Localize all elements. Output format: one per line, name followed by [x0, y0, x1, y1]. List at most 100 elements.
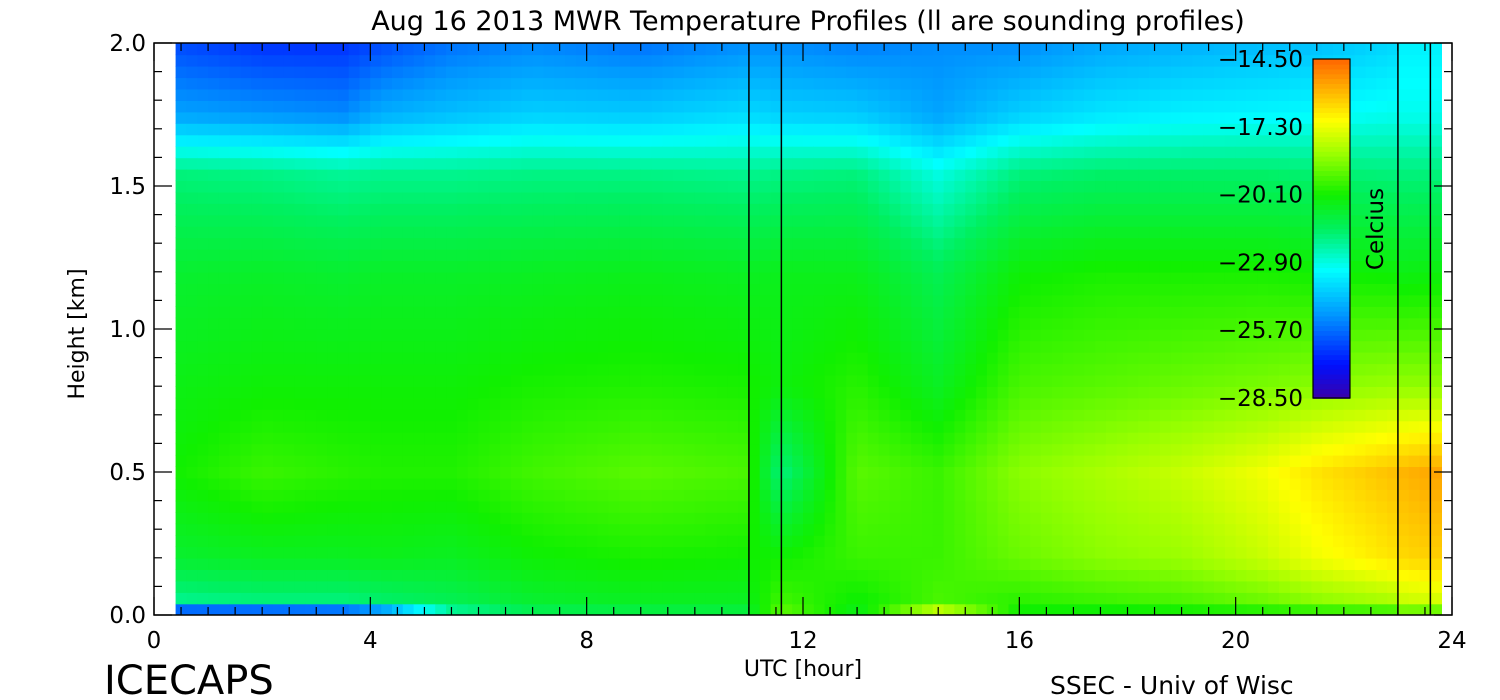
heatmap-cell: [446, 432, 458, 445]
heatmap-cell: [532, 54, 545, 67]
heatmap-cell: [262, 397, 274, 410]
heatmap-cell: [835, 100, 848, 113]
heatmap-cell: [413, 374, 426, 387]
heatmap-cell: [229, 157, 242, 170]
heatmap-cell: [218, 43, 231, 56]
heatmap-cell: [305, 603, 317, 615]
heatmap-cell: [813, 454, 826, 467]
heatmap-cell: [575, 432, 588, 445]
heatmap-cell: [684, 214, 696, 227]
heatmap-cell: [500, 283, 512, 296]
heatmap-cell: [770, 420, 783, 433]
heatmap-cell: [273, 523, 285, 536]
heatmap-cell: [327, 580, 339, 593]
heatmap-cell: [337, 214, 350, 227]
heatmap-cell: [1105, 489, 1118, 502]
heatmap-cell: [965, 500, 977, 513]
heatmap-cell: [824, 557, 837, 570]
heatmap-cell: [359, 237, 372, 250]
heatmap-cell: [608, 134, 620, 147]
heatmap-cell: [348, 523, 361, 536]
heatmap-cell: [283, 420, 296, 433]
heatmap-cell: [1214, 54, 1226, 67]
heatmap-cell: [370, 111, 382, 124]
heatmap-cell: [922, 512, 934, 525]
heatmap-cell: [218, 420, 231, 433]
heatmap-cell: [1019, 146, 1031, 159]
heatmap-cell: [435, 191, 447, 204]
heatmap-cell: [705, 432, 718, 445]
heatmap-cell: [424, 294, 436, 307]
heatmap-cell: [316, 43, 328, 56]
heatmap-cell: [1041, 466, 1053, 479]
heatmap-cell: [532, 523, 545, 536]
heatmap-cell: [1246, 443, 1259, 456]
heatmap-cell: [500, 134, 512, 147]
heatmap-cell: [489, 214, 501, 227]
heatmap-cell: [348, 420, 361, 433]
heatmap-cell: [175, 329, 188, 342]
heatmap-cell: [803, 111, 815, 124]
heatmap-cell: [867, 443, 880, 456]
heatmap-cell: [1073, 214, 1085, 227]
heatmap-cell: [208, 512, 220, 525]
heatmap-cell: [402, 443, 415, 456]
heatmap-cell: [640, 546, 653, 559]
heatmap-cell: [511, 432, 523, 445]
heatmap-cell: [813, 409, 826, 422]
heatmap-cell: [781, 420, 793, 433]
heatmap-cell: [954, 260, 966, 273]
heatmap-cell: [327, 180, 339, 193]
heatmap-cell: [857, 420, 869, 433]
heatmap-cell: [770, 317, 783, 330]
heatmap-cell: [770, 214, 783, 227]
heatmap-cell: [1116, 180, 1129, 193]
heatmap-cell: [867, 546, 880, 559]
heatmap-cell: [532, 271, 545, 284]
heatmap-cell: [1041, 226, 1053, 239]
heatmap-cell: [1224, 363, 1237, 376]
heatmap-cell: [1149, 489, 1161, 502]
heatmap-cell: [684, 534, 696, 548]
heatmap-cell: [186, 603, 198, 615]
heatmap-cell: [1224, 248, 1237, 262]
heatmap-cell: [1008, 237, 1021, 250]
heatmap-cell: [651, 248, 664, 262]
heatmap-cell: [229, 386, 242, 399]
heatmap-cell: [532, 317, 545, 330]
heatmap-cell: [965, 43, 977, 56]
heatmap-cell: [943, 134, 956, 147]
heatmap-cell: [175, 237, 188, 250]
heatmap-cell: [435, 168, 447, 181]
heatmap-cell: [229, 168, 242, 181]
heatmap-cell: [1149, 409, 1161, 422]
heatmap-cell: [748, 146, 761, 159]
heatmap-cell: [640, 248, 653, 262]
heatmap-cell: [954, 363, 966, 376]
heatmap-cell: [997, 88, 1010, 101]
heatmap-cell: [283, 592, 296, 605]
heatmap-cell: [208, 77, 220, 90]
heatmap-cell: [305, 123, 317, 136]
heatmap-cell: [943, 54, 956, 67]
heatmap-cell: [575, 226, 588, 239]
heatmap-cell: [1181, 500, 1194, 513]
heatmap-cell: [770, 168, 783, 181]
heatmap-cell: [240, 226, 253, 239]
heatmap-cell: [1159, 340, 1172, 353]
heatmap-cell: [1159, 226, 1172, 239]
heatmap-cell: [781, 283, 793, 296]
heatmap-cell: [1062, 443, 1075, 456]
heatmap-cell: [608, 214, 620, 227]
heatmap-cell: [1203, 294, 1215, 307]
heatmap-cell: [1214, 134, 1226, 147]
heatmap-cell: [229, 580, 242, 593]
heatmap-cell: [413, 203, 426, 216]
heatmap-cell: [240, 294, 253, 307]
heatmap-cell: [370, 283, 382, 296]
heatmap-cell: [218, 363, 231, 376]
heatmap-cell: [175, 260, 188, 273]
heatmap-cell: [705, 603, 718, 615]
heatmap-cell: [857, 466, 869, 479]
